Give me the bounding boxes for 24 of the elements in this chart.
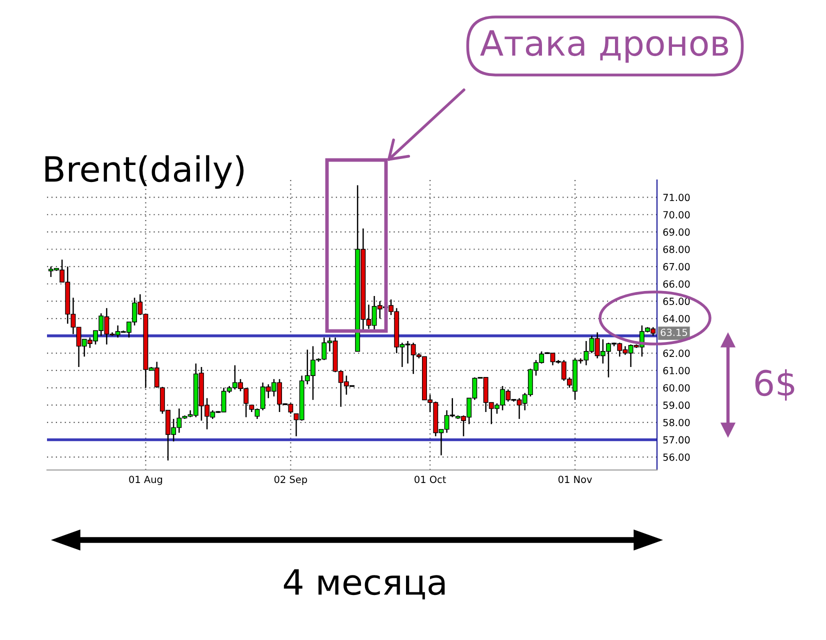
y-tick-label: 58.00 [663,418,690,426]
y-tick-label: 71.00 [663,194,690,202]
y-tick-label: 70.00 [663,211,690,218]
text: 6$ [755,369,794,401]
annotation: 63.15 [660,328,688,336]
y-tick-label: 65.00 [663,298,690,306]
y-tick-label: 57.00 [663,436,690,444]
chart-title: Brent(daily) [45,155,244,189]
y-tick-label: 56.00 [663,453,690,461]
y-tick-label: 61.00 [663,366,690,374]
y-tick-label: 62.00 [663,350,690,357]
y-tick-label: 59.00 [663,402,690,409]
y-tick-label: 60.00 [663,384,690,392]
y-tick-label: 67.00 [663,263,690,270]
y-tick-label: 69.00 [663,228,690,236]
x-tick-label: 01 Oct [414,476,446,484]
x-tick-label: 01 Aug [129,476,162,485]
y-tick-label: 64.00 [663,314,690,322]
text: 4 месяца [284,569,445,600]
text: Атака дронов [480,30,728,63]
x-tick-label: 02 Sep [274,476,308,485]
x-tick-label: 01 Nov [558,476,592,484]
y-tick-label: 68.00 [663,246,690,254]
y-tick-label: 66.00 [663,280,690,288]
